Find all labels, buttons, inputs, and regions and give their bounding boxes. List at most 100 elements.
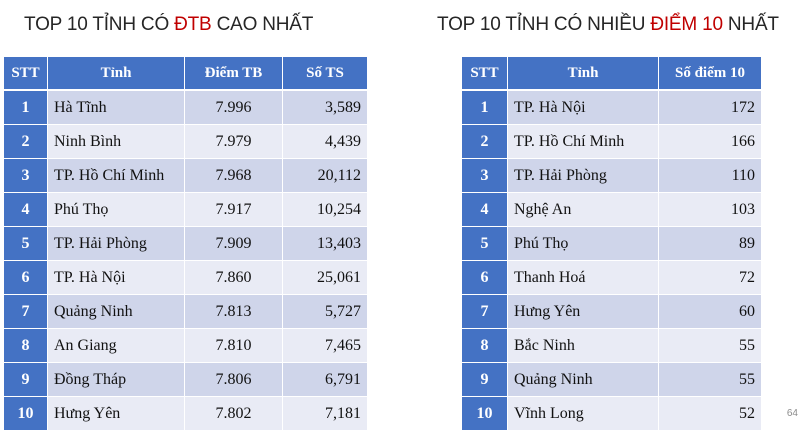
header-average-score: Điểm TB [185,57,283,91]
province-cell: Hưng Yên [48,397,185,431]
perfect-score-count-cell: 172 [659,91,761,125]
table-row: 5 TP. Hải Phòng 7.909 13,403 [4,227,367,261]
average-score-cell: 7.806 [185,363,283,397]
left-title-post: CAO NHẤT [211,14,314,35]
perfect-score-count-cell: 55 [659,363,761,397]
table-row: 7 Quảng Ninh 7.813 5,727 [4,295,367,329]
province-cell: Hưng Yên [508,295,659,329]
perfect-score-count-cell: 60 [659,295,761,329]
table-row: 9 Quảng Ninh 55 [462,363,761,397]
perfect-score-count-cell: 89 [659,227,761,261]
table-row: 1 Hà Tĩnh 7.996 3,589 [4,91,367,125]
top-average-score-table: STT Tỉnh Điểm TB Số TS 1 Hà Tĩnh 7.996 3,58… [4,57,367,431]
rank-cell: 3 [4,159,48,193]
province-cell: Phú Thọ [48,193,185,227]
average-score-cell: 7.917 [185,193,283,227]
candidate-count-cell: 6,791 [283,363,367,397]
header-candidate-count: Số TS [283,57,367,91]
perfect-score-count-cell: 72 [659,261,761,295]
rank-cell: 2 [462,125,508,159]
candidate-count-cell: 4,439 [283,125,367,159]
rank-cell: 9 [462,363,508,397]
perfect-score-count-cell: 166 [659,125,761,159]
candidate-count-cell: 7,181 [283,397,367,431]
rank-cell: 7 [4,295,48,329]
rank-cell: 8 [4,329,48,363]
average-score-cell: 7.813 [185,295,283,329]
table-row: 7 Hưng Yên 60 [462,295,761,329]
header-perfect-score-count: Số điểm 10 [659,57,761,91]
rank-cell: 1 [462,91,508,125]
table-row: 6 Thanh Hoá 72 [462,261,761,295]
province-cell: TP. Hải Phòng [48,227,185,261]
rank-cell: 6 [462,261,508,295]
perfect-score-count-cell: 55 [659,329,761,363]
rank-cell: 7 [462,295,508,329]
average-score-cell: 7.996 [185,91,283,125]
province-cell: Quảng Ninh [48,295,185,329]
table-header-row: STT Tỉnh Số điểm 10 [462,57,761,91]
left-table-title: TOP 10 TỈNH CÓ ĐTB CAO NHẤT [24,14,313,36]
average-score-cell: 7.979 [185,125,283,159]
province-cell: TP. Hà Nội [48,261,185,295]
average-score-cell: 7.810 [185,329,283,363]
page-number: 64 [786,408,798,419]
candidate-count-cell: 10,254 [283,193,367,227]
header-stt: STT [4,57,48,91]
top-perfect-score-table: STT Tỉnh Số điểm 10 1 TP. Hà Nội 172 2 TP. H… [462,57,761,431]
province-cell: TP. Hải Phòng [508,159,659,193]
rank-cell: 10 [4,397,48,431]
candidate-count-cell: 7,465 [283,329,367,363]
left-title-pre: TOP 10 TỈNH CÓ [24,14,175,35]
candidate-count-cell: 25,061 [283,261,367,295]
rank-cell: 10 [462,397,508,431]
candidate-count-cell: 20,112 [283,159,367,193]
province-cell: TP. Hà Nội [508,91,659,125]
table-row: 10 Vĩnh Long 52 [462,397,761,431]
table-row: 5 Phú Thọ 89 [462,227,761,261]
rank-cell: 3 [462,159,508,193]
header-stt: STT [462,57,508,91]
rank-cell: 5 [4,227,48,261]
province-cell: Vĩnh Long [508,397,659,431]
province-cell: Hà Tĩnh [48,91,185,125]
candidate-count-cell: 3,589 [283,91,367,125]
candidate-count-cell: 13,403 [283,227,367,261]
province-cell: Bắc Ninh [508,329,659,363]
right-title-post: NHẤT [722,14,779,35]
rank-cell: 9 [4,363,48,397]
province-cell: An Giang [48,329,185,363]
rank-cell: 2 [4,125,48,159]
perfect-score-count-cell: 52 [659,397,761,431]
right-title-pre: TOP 10 TỈNH CÓ NHIỀU [437,14,651,35]
province-cell: TP. Hồ Chí Minh [508,125,659,159]
rank-cell: 8 [462,329,508,363]
province-cell: Phú Thọ [508,227,659,261]
table-row: 6 TP. Hà Nội 7.860 25,061 [4,261,367,295]
province-cell: Ninh Bình [48,125,185,159]
candidate-count-cell: 5,727 [283,295,367,329]
rank-cell: 6 [4,261,48,295]
rank-cell: 4 [4,193,48,227]
table-row: 4 Phú Thọ 7.917 10,254 [4,193,367,227]
table-row: 10 Hưng Yên 7.802 7,181 [4,397,367,431]
perfect-score-count-cell: 103 [659,193,761,227]
rank-cell: 4 [462,193,508,227]
left-title-highlight: ĐTB [174,14,212,35]
province-cell: Quảng Ninh [508,363,659,397]
table-header-row: STT Tỉnh Điểm TB Số TS [4,57,367,91]
average-score-cell: 7.860 [185,261,283,295]
province-cell: TP. Hồ Chí Minh [48,159,185,193]
table-row: 3 TP. Hồ Chí Minh 7.968 20,112 [4,159,367,193]
table-row: 8 An Giang 7.810 7,465 [4,329,367,363]
perfect-score-count-cell: 110 [659,159,761,193]
right-title-highlight: ĐIỂM 10 [650,14,723,35]
province-cell: Nghệ An [508,193,659,227]
table-row: 1 TP. Hà Nội 172 [462,91,761,125]
table-row: 2 Ninh Bình 7.979 4,439 [4,125,367,159]
rank-cell: 1 [4,91,48,125]
average-score-cell: 7.909 [185,227,283,261]
table-row: 8 Bắc Ninh 55 [462,329,761,363]
province-cell: Thanh Hoá [508,261,659,295]
rank-cell: 5 [462,227,508,261]
